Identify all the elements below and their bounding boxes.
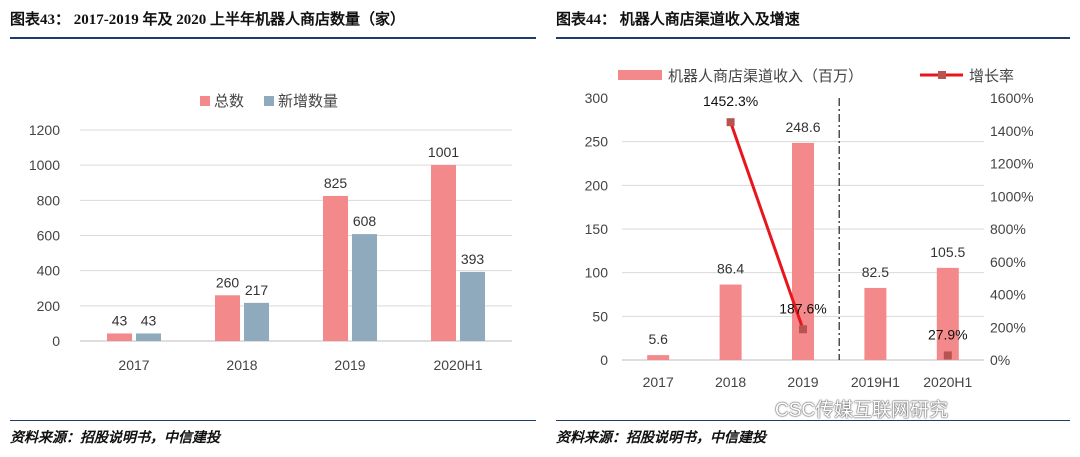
x-tick-label: 2018: [715, 374, 746, 390]
bar-revenue: [792, 142, 814, 360]
legend-swatch-new: [264, 96, 274, 106]
y-left-tick-label: 0: [600, 352, 608, 368]
y-right-tick-label: 0%: [990, 352, 1010, 368]
growth-line: [729, 121, 805, 330]
y-right-tick-label: 1000%: [990, 188, 1034, 204]
data-label: 82.5: [862, 264, 889, 280]
store-count-chart: 0 200 400 600 800 1000 1200 43 43 2017 260 217 2018 8…: [29, 93, 512, 373]
x-tick-label: 2019: [334, 357, 365, 373]
bar-revenue: [936, 267, 959, 360]
bar-revenue: [647, 355, 670, 360]
x-tick-label: 2019: [787, 374, 818, 390]
legend-label: 总数: [214, 93, 244, 110]
y-tick-label: 600: [37, 228, 61, 244]
bar-new: [352, 234, 377, 341]
watermark: CSC传媒互联网研究: [775, 400, 949, 421]
growth-marker: [799, 325, 807, 334]
y-tick-label: 1200: [29, 122, 60, 138]
bar-total: [215, 295, 240, 341]
data-label: 260: [216, 274, 240, 290]
y-left-tick-label: 150: [585, 221, 609, 237]
left-source-rule: [10, 420, 536, 421]
bar-revenue: [864, 287, 887, 360]
y-right-tick-label: 600%: [990, 254, 1026, 270]
left-figure-title: 图表43： 2017-2019 年及 2020 上半年机器人商店数量（家）: [10, 12, 405, 28]
growth-label: 27.9%: [928, 326, 968, 342]
legend-swatch-total: [200, 96, 210, 106]
bar-new: [244, 302, 269, 341]
y-left-tick-label: 50: [592, 308, 608, 324]
data-label: 5.6: [648, 331, 668, 347]
x-tick-label: 2020H1: [923, 374, 972, 390]
growth-label: 1452.3%: [703, 93, 758, 109]
legend-label: 机器人商店渠道收入（百万）: [668, 68, 863, 85]
growth-marker: [943, 351, 952, 360]
y-left-tick-label: 300: [585, 90, 609, 106]
legend-label: 新增数量: [278, 93, 338, 110]
data-label: 105.5: [930, 244, 965, 260]
data-label: 608: [353, 213, 377, 229]
x-tick-label: 2017: [643, 374, 674, 390]
data-label: 43: [141, 312, 157, 328]
legend-label: 增长率: [969, 68, 1014, 85]
growth-label: 187.6%: [779, 300, 826, 316]
right-title-rule: [556, 37, 1070, 39]
data-label: 1001: [428, 144, 459, 160]
data-label: 86.4: [717, 261, 744, 277]
bar-new: [136, 333, 161, 341]
y-right-tick-label: 400%: [990, 287, 1026, 303]
y-right-tick-label: 1200%: [990, 156, 1034, 172]
x-tick-label: 2018: [226, 357, 257, 373]
bar-total: [431, 164, 456, 341]
y-tick-label: 1000: [29, 157, 60, 173]
data-label: 43: [112, 312, 128, 328]
left-source-note: 资料来源：招股说明书，中信建投: [10, 431, 220, 446]
legend-swatch-revenue: [618, 70, 662, 80]
y-right-tick-label: 1400%: [990, 123, 1034, 139]
y-right-tick-label: 200%: [990, 319, 1026, 335]
data-label: 248.6: [785, 119, 820, 135]
y-right-tick-label: 1600%: [990, 90, 1034, 106]
y-tick-label: 200: [37, 298, 61, 314]
y-left-tick-label: 100: [585, 265, 609, 281]
y-right-tick-label: 800%: [990, 221, 1026, 237]
bar-revenue: [719, 284, 742, 360]
data-label: 217: [245, 282, 269, 298]
data-label: 825: [324, 175, 348, 191]
y-tick-label: 800: [37, 192, 61, 208]
revenue-growth-chart: 0 50 100 150 200 250 300 0% 200% 400% 600% 800% 1000…: [585, 68, 1034, 390]
left-title-rule: [10, 37, 536, 39]
data-label: 393: [461, 251, 485, 267]
x-tick-label: 2020H1: [433, 357, 482, 373]
right-source-note: 资料来源：招股说明书，中信建投: [556, 431, 766, 446]
y-left-tick-label: 250: [585, 134, 609, 150]
bar-new: [460, 271, 485, 341]
x-tick-label: 2017: [118, 357, 149, 373]
x-tick-label: 2019H1: [851, 374, 900, 390]
right-source-rule: [556, 420, 1070, 421]
bar-total: [323, 195, 348, 341]
y-tick-label: 400: [37, 263, 61, 279]
legend-marker-growth: [938, 71, 946, 79]
y-tick-label: 0: [52, 333, 60, 349]
right-figure-title: 图表44： 机器人商店渠道收入及增速: [556, 12, 800, 28]
y-left-tick-label: 200: [585, 177, 609, 193]
growth-marker: [726, 118, 735, 127]
bar-total: [107, 333, 132, 341]
